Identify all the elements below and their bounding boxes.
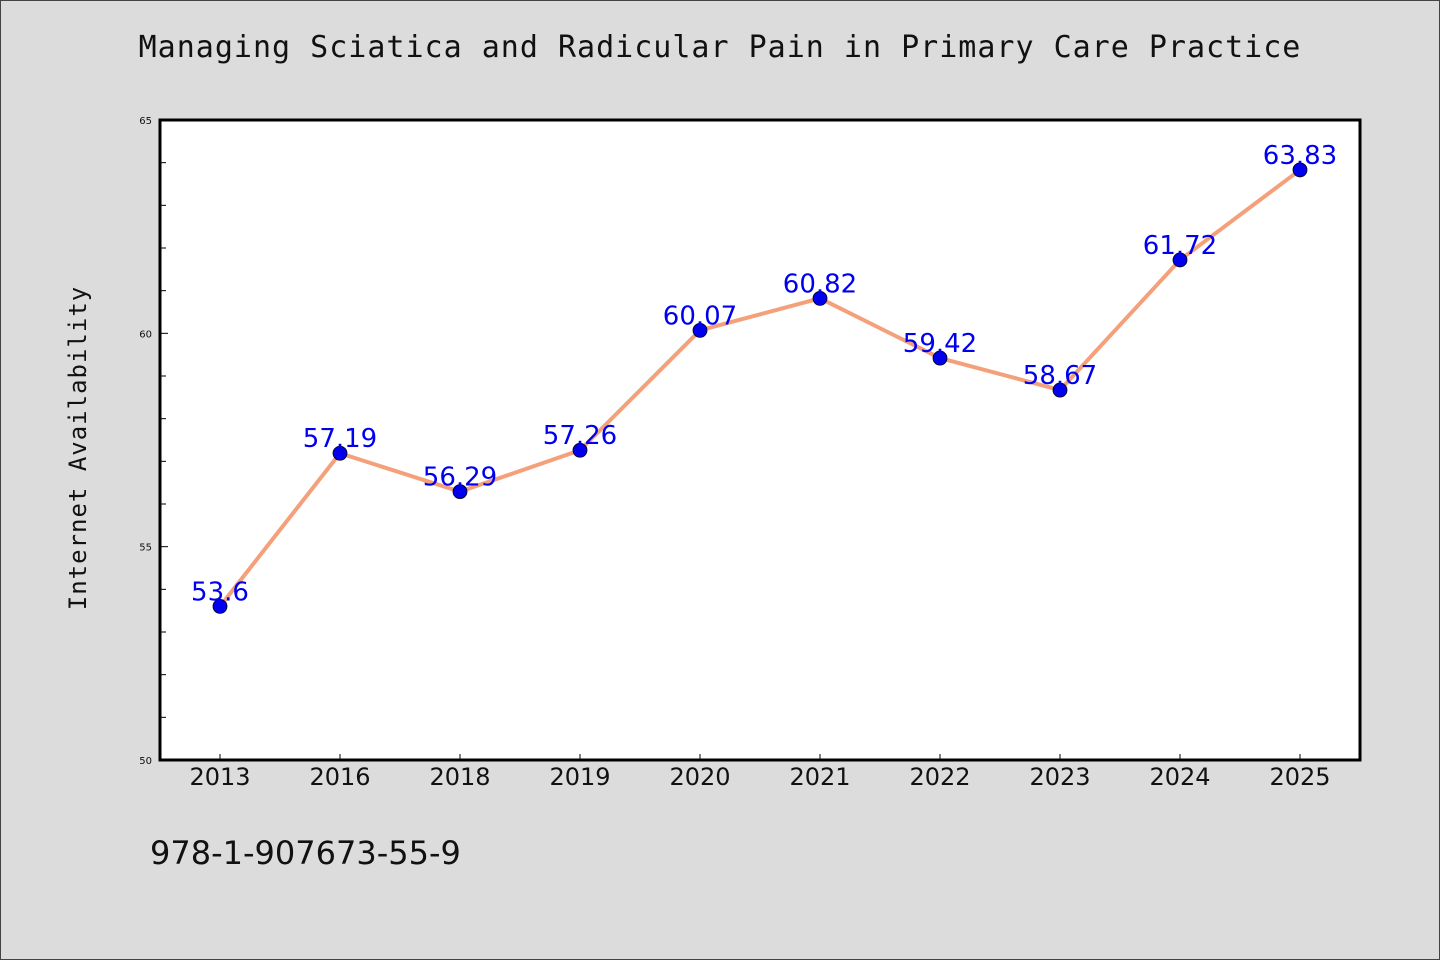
y-axis: 50 55 60 65 (139, 116, 168, 767)
x-tick-label: 2022 (909, 763, 970, 791)
x-tick-label: 2016 (309, 763, 370, 791)
data-label: 53.6 (191, 577, 249, 607)
data-point (812, 290, 828, 306)
data-label: 58.67 (1023, 361, 1097, 391)
series-line (218, 168, 1302, 608)
x-tick-label: 2020 (669, 763, 730, 791)
data-point (332, 445, 348, 461)
data-label: 60.82 (783, 269, 857, 299)
data-label: 59.42 (903, 329, 977, 359)
data-label: 63.83 (1263, 141, 1337, 171)
series-layer: 53.6 57.19 56.29 57.26 60.07 60.82 59.42 58.67 6… (191, 141, 1337, 614)
plot-area (158, 118, 1362, 762)
data-point (692, 322, 708, 338)
x-tick-label: 2024 (1149, 763, 1210, 791)
data-label: 60.07 (663, 301, 737, 331)
data-point (1292, 162, 1308, 178)
isbn-footer: 978-1-907673-55-9 (150, 834, 461, 872)
x-axis: 2013 2016 2018 2019 2020 2021 2022 2023 2024 2025 (189, 754, 1331, 791)
x-tick-label: 2019 (549, 763, 610, 791)
data-label: 57.19 (303, 424, 377, 454)
y-tick-label: 60 (139, 329, 152, 340)
x-tick-label: 2013 (189, 763, 250, 791)
data-point (452, 484, 468, 500)
data-point (212, 599, 228, 614)
y-tick-label: 65 (139, 116, 152, 127)
chart-title: Managing Sciatica and Radicular Pain in … (138, 30, 1302, 65)
x-tick-label: 2018 (429, 763, 490, 791)
x-tick-label: 2025 (1269, 763, 1330, 791)
data-label: 56.29 (423, 463, 497, 493)
data-label: 61.72 (1143, 231, 1217, 261)
x-tick-label: 2021 (789, 763, 850, 791)
data-point (932, 350, 948, 366)
y-tick-label: 55 (139, 543, 152, 554)
x-tick-label: 2023 (1029, 763, 1090, 791)
y-tick-label: 50 (139, 756, 152, 767)
data-point (572, 442, 588, 458)
data-label: 57.26 (543, 421, 617, 451)
data-point (1052, 382, 1068, 398)
data-point (1172, 252, 1188, 268)
